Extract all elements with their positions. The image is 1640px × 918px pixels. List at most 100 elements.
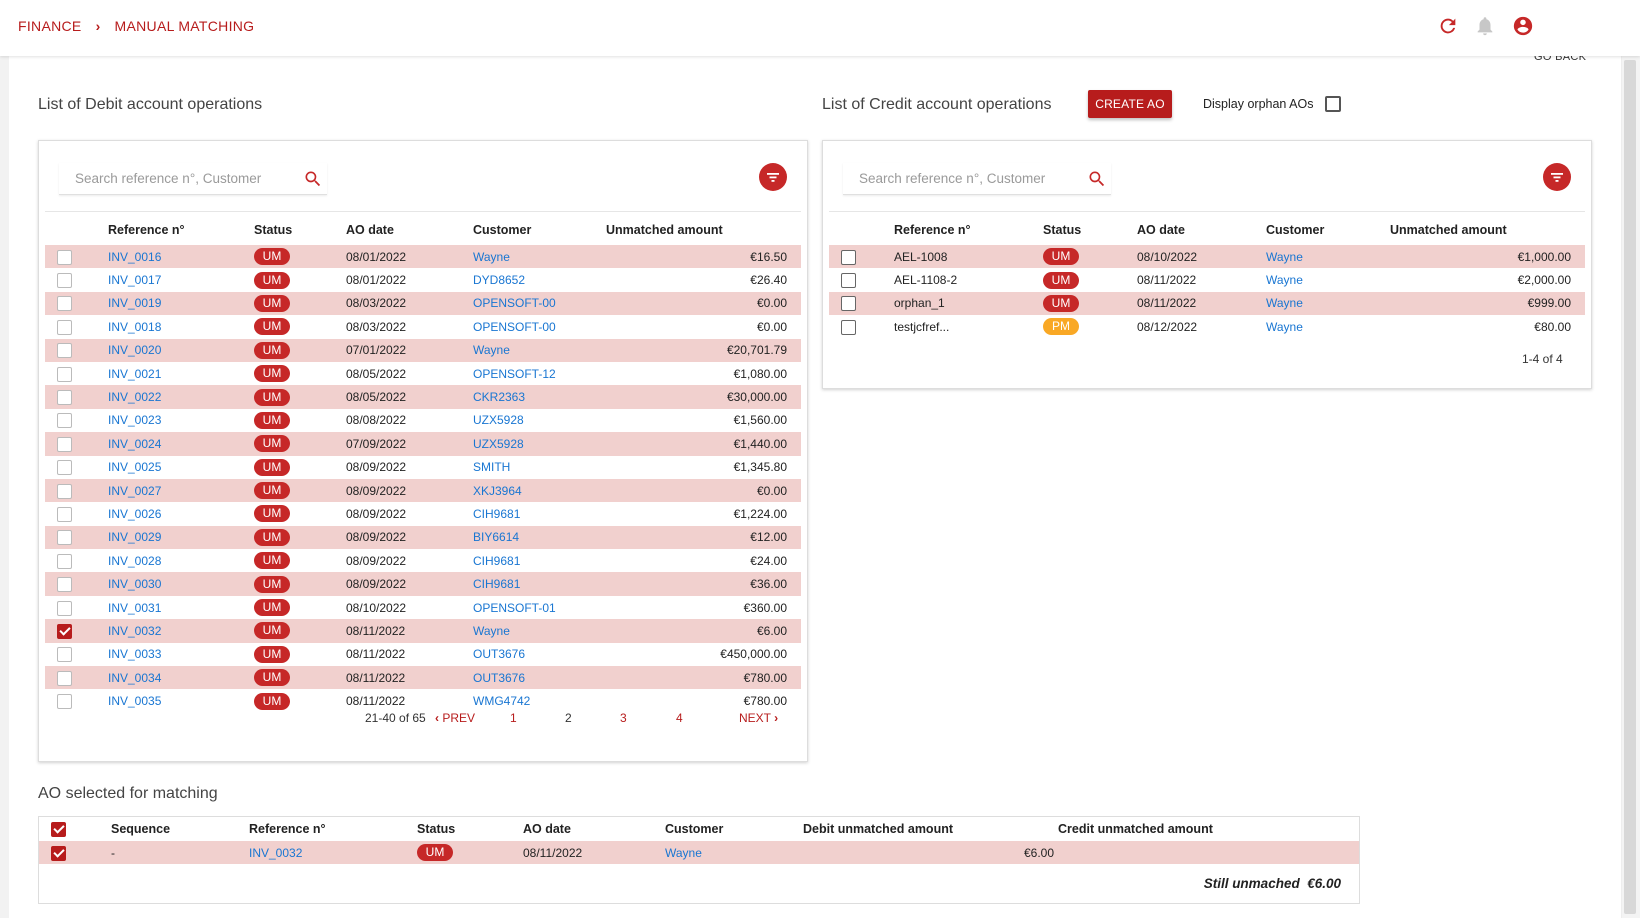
table-row[interactable]: INV_0032 UM 08/11/2022 Wayne €6.00 bbox=[45, 619, 801, 643]
customer-link[interactable]: Wayne bbox=[1266, 296, 1303, 311]
customer-link[interactable]: WMG4742 bbox=[473, 694, 531, 709]
row-customer[interactable]: OPENSOFT-00 bbox=[473, 315, 606, 338]
table-row[interactable]: INV_0023 UM 08/08/2022 UZX5928 €1,560.00 bbox=[45, 409, 801, 432]
row-checkbox[interactable] bbox=[57, 343, 72, 359]
row-select[interactable] bbox=[45, 619, 108, 643]
row-reference[interactable]: INV_0021 bbox=[108, 362, 254, 385]
refresh-icon[interactable] bbox=[1437, 15, 1459, 37]
row-select[interactable] bbox=[45, 666, 108, 690]
row-select[interactable] bbox=[45, 502, 108, 525]
customer-link[interactable]: XKJ3964 bbox=[473, 483, 522, 498]
prev-button[interactable]: ‹ PREV bbox=[435, 711, 475, 725]
row-reference[interactable]: INV_0027 bbox=[108, 478, 254, 503]
row-customer[interactable]: CKR2363 bbox=[473, 385, 606, 409]
customer-link[interactable]: CIH9681 bbox=[473, 553, 521, 568]
customer-link[interactable]: BIY6614 bbox=[473, 530, 520, 545]
row-reference[interactable]: INV_0018 bbox=[108, 315, 254, 338]
table-row[interactable]: INV_0019 UM 08/03/2022 OPENSOFT-00 €0.00 bbox=[45, 291, 801, 316]
row-customer[interactable]: OPENSOFT-12 bbox=[473, 362, 606, 385]
credit-search-input[interactable] bbox=[843, 163, 1063, 193]
row-reference[interactable]: INV_0032 bbox=[108, 619, 254, 643]
reference-link[interactable]: INV_0029 bbox=[108, 530, 162, 545]
row-checkbox[interactable] bbox=[57, 670, 72, 686]
bell-icon[interactable] bbox=[1474, 15, 1496, 37]
row-reference[interactable]: INV_0026 bbox=[108, 502, 254, 525]
row-reference[interactable]: INV_0025 bbox=[108, 456, 254, 479]
select-all-checkbox[interactable] bbox=[51, 822, 66, 837]
next-button[interactable]: NEXT › bbox=[739, 711, 778, 725]
table-row[interactable]: INV_0029 UM 08/09/2022 BIY6614 €12.00 bbox=[45, 525, 801, 550]
row-customer[interactable]: OPENSOFT-01 bbox=[473, 596, 606, 619]
row-reference[interactable]: INV_0016 bbox=[108, 245, 254, 269]
row-select[interactable] bbox=[45, 409, 108, 432]
row-reference[interactable]: INV_0023 bbox=[108, 409, 254, 432]
row-reference[interactable]: INV_0029 bbox=[108, 525, 254, 550]
table-row[interactable]: INV_0024 UM 07/09/2022 UZX5928 €1,440.00 bbox=[45, 432, 801, 456]
customer-link[interactable]: UZX5928 bbox=[473, 436, 524, 451]
reference-link[interactable]: INV_0022 bbox=[108, 390, 162, 405]
reference-link[interactable]: INV_0021 bbox=[108, 366, 162, 381]
row-checkbox[interactable] bbox=[57, 530, 72, 546]
row-reference[interactable]: INV_0017 bbox=[108, 268, 254, 291]
row-select[interactable] bbox=[45, 291, 108, 316]
row-select[interactable] bbox=[45, 549, 108, 572]
row-select[interactable] bbox=[829, 291, 894, 316]
page-4-button[interactable]: 4 bbox=[676, 711, 683, 725]
table-row[interactable]: INV_0025 UM 08/09/2022 SMITH €1,345.80 bbox=[45, 456, 801, 479]
matching-row-select[interactable] bbox=[39, 841, 111, 865]
customer-link[interactable]: UZX5928 bbox=[473, 413, 524, 428]
table-row[interactable]: INV_0026 UM 08/09/2022 CIH9681 €1,224.00 bbox=[45, 502, 801, 525]
customer-link[interactable]: OPENSOFT-00 bbox=[473, 296, 556, 311]
row-customer[interactable]: Wayne bbox=[1266, 245, 1390, 269]
table-row[interactable]: INV_0028 UM 08/09/2022 CIH9681 €24.00 bbox=[45, 549, 801, 572]
row-customer[interactable]: CIH9681 bbox=[473, 502, 606, 525]
reference-link[interactable]: INV_0032 bbox=[249, 845, 303, 860]
reference-link[interactable]: INV_0016 bbox=[108, 249, 162, 264]
row-checkbox[interactable] bbox=[57, 366, 72, 382]
customer-link[interactable]: SMITH bbox=[473, 460, 511, 475]
table-row[interactable]: INV_0020 UM 07/01/2022 Wayne €20,701.79 bbox=[45, 338, 801, 362]
orphan-checkbox[interactable] bbox=[1325, 96, 1342, 112]
row-customer[interactable]: Wayne bbox=[1266, 268, 1390, 291]
reference-link[interactable]: INV_0025 bbox=[108, 460, 162, 475]
row-checkbox[interactable] bbox=[57, 273, 72, 289]
row-reference[interactable]: INV_0031 bbox=[108, 596, 254, 619]
table-row[interactable]: INV_0030 UM 08/09/2022 CIH9681 €36.00 bbox=[45, 572, 801, 596]
customer-link[interactable]: CIH9681 bbox=[473, 506, 521, 521]
customer-link[interactable]: CIH9681 bbox=[473, 577, 521, 592]
reference-link[interactable]: INV_0030 bbox=[108, 577, 162, 592]
table-row[interactable]: AEL-1108-2 UM 08/11/2022 Wayne €2,000.00 bbox=[829, 268, 1585, 291]
row-reference[interactable]: INV_0035 bbox=[108, 689, 254, 712]
row-select[interactable] bbox=[45, 385, 108, 409]
row-select[interactable] bbox=[45, 478, 108, 503]
row-customer[interactable]: UZX5928 bbox=[473, 409, 606, 432]
row-checkbox[interactable] bbox=[57, 506, 72, 522]
row-customer[interactable]: OUT3676 bbox=[473, 666, 606, 690]
reference-link[interactable]: INV_0027 bbox=[108, 483, 162, 498]
matching-customer[interactable]: Wayne bbox=[665, 841, 803, 865]
row-select[interactable] bbox=[45, 338, 108, 362]
page-3-button[interactable]: 3 bbox=[620, 711, 627, 725]
table-row[interactable]: INV_0027 UM 08/09/2022 XKJ3964 €0.00 bbox=[45, 478, 801, 503]
row-select[interactable] bbox=[45, 315, 108, 338]
customer-link[interactable]: Wayne bbox=[1266, 319, 1303, 334]
customer-link[interactable]: Wayne bbox=[473, 343, 510, 358]
row-select[interactable] bbox=[45, 268, 108, 291]
row-checkbox[interactable] bbox=[57, 413, 72, 429]
reference-link[interactable]: INV_0024 bbox=[108, 436, 162, 451]
row-select[interactable] bbox=[829, 268, 894, 291]
row-customer[interactable]: Wayne bbox=[1266, 291, 1390, 316]
table-row[interactable]: INV_0022 UM 08/05/2022 CKR2363 €30,000.00 bbox=[45, 385, 801, 409]
row-customer[interactable]: UZX5928 bbox=[473, 432, 606, 456]
table-row[interactable]: INV_0016 UM 08/01/2022 Wayne €16.50 bbox=[45, 245, 801, 269]
reference-link[interactable]: INV_0028 bbox=[108, 553, 162, 568]
reference-link[interactable]: INV_0033 bbox=[108, 647, 162, 662]
customer-link[interactable]: OPENSOFT-01 bbox=[473, 600, 556, 615]
row-reference[interactable]: INV_0034 bbox=[108, 666, 254, 690]
row-select[interactable] bbox=[45, 245, 108, 269]
reference-link[interactable]: INV_0023 bbox=[108, 413, 162, 428]
reference-link[interactable]: INV_0018 bbox=[108, 319, 162, 334]
row-checkbox[interactable] bbox=[57, 600, 72, 616]
row-reference[interactable]: INV_0022 bbox=[108, 385, 254, 409]
row-select[interactable] bbox=[45, 643, 108, 666]
